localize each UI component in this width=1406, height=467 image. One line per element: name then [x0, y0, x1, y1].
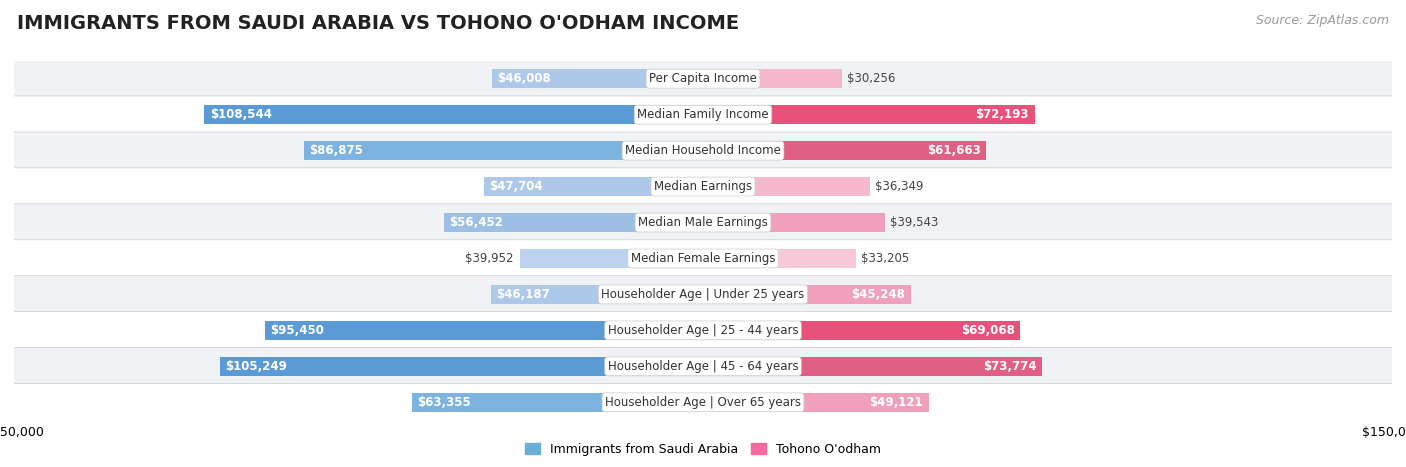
Bar — [703, 69, 842, 88]
Bar — [444, 213, 703, 232]
Text: $45,248: $45,248 — [852, 288, 905, 301]
Text: $56,452: $56,452 — [450, 216, 503, 229]
Text: Median Female Earnings: Median Female Earnings — [631, 252, 775, 265]
Text: $105,249: $105,249 — [225, 360, 287, 373]
FancyBboxPatch shape — [0, 204, 1406, 241]
FancyBboxPatch shape — [0, 240, 1406, 277]
Text: Householder Age | 45 - 64 years: Householder Age | 45 - 64 years — [607, 360, 799, 373]
FancyBboxPatch shape — [0, 96, 1406, 134]
Text: Householder Age | Over 65 years: Householder Age | Over 65 years — [605, 396, 801, 409]
Bar — [703, 393, 928, 412]
Bar — [219, 357, 703, 376]
FancyBboxPatch shape — [0, 132, 1406, 170]
Text: $39,952: $39,952 — [465, 252, 515, 265]
Bar — [703, 213, 884, 232]
Bar — [703, 357, 1042, 376]
FancyBboxPatch shape — [0, 276, 1406, 313]
Text: $73,774: $73,774 — [983, 360, 1036, 373]
Text: Median Family Income: Median Family Income — [637, 108, 769, 121]
Text: $39,543: $39,543 — [890, 216, 938, 229]
Bar — [703, 285, 911, 304]
FancyBboxPatch shape — [0, 60, 1406, 98]
Bar — [412, 393, 703, 412]
Text: Per Capita Income: Per Capita Income — [650, 72, 756, 85]
Text: $33,205: $33,205 — [860, 252, 910, 265]
Bar — [204, 105, 703, 124]
Text: $95,450: $95,450 — [270, 324, 323, 337]
Bar — [484, 177, 703, 196]
Text: $72,193: $72,193 — [976, 108, 1029, 121]
Text: $36,349: $36,349 — [876, 180, 924, 193]
Bar — [703, 321, 1021, 340]
Text: Median Male Earnings: Median Male Earnings — [638, 216, 768, 229]
Text: IMMIGRANTS FROM SAUDI ARABIA VS TOHONO O'ODHAM INCOME: IMMIGRANTS FROM SAUDI ARABIA VS TOHONO O… — [17, 14, 740, 33]
Text: Source: ZipAtlas.com: Source: ZipAtlas.com — [1256, 14, 1389, 27]
Bar — [703, 141, 986, 160]
Text: $61,663: $61,663 — [927, 144, 981, 157]
Bar — [492, 69, 703, 88]
Text: $49,121: $49,121 — [869, 396, 924, 409]
Bar — [519, 249, 703, 268]
Bar — [264, 321, 703, 340]
FancyBboxPatch shape — [0, 383, 1406, 421]
Text: $30,256: $30,256 — [848, 72, 896, 85]
FancyBboxPatch shape — [0, 168, 1406, 205]
Legend: Immigrants from Saudi Arabia, Tohono O'odham: Immigrants from Saudi Arabia, Tohono O'o… — [520, 438, 886, 461]
FancyBboxPatch shape — [0, 311, 1406, 349]
Text: $69,068: $69,068 — [960, 324, 1015, 337]
Text: $63,355: $63,355 — [418, 396, 471, 409]
Text: Median Earnings: Median Earnings — [654, 180, 752, 193]
Text: $46,187: $46,187 — [496, 288, 550, 301]
Text: $46,008: $46,008 — [498, 72, 551, 85]
Text: Householder Age | 25 - 44 years: Householder Age | 25 - 44 years — [607, 324, 799, 337]
FancyBboxPatch shape — [0, 347, 1406, 385]
Text: Householder Age | Under 25 years: Householder Age | Under 25 years — [602, 288, 804, 301]
Bar — [703, 177, 870, 196]
Bar — [703, 249, 855, 268]
Bar — [304, 141, 703, 160]
Text: $108,544: $108,544 — [209, 108, 271, 121]
Bar — [491, 285, 703, 304]
Bar — [703, 105, 1035, 124]
Text: Median Household Income: Median Household Income — [626, 144, 780, 157]
Text: $47,704: $47,704 — [489, 180, 543, 193]
Text: $86,875: $86,875 — [309, 144, 363, 157]
